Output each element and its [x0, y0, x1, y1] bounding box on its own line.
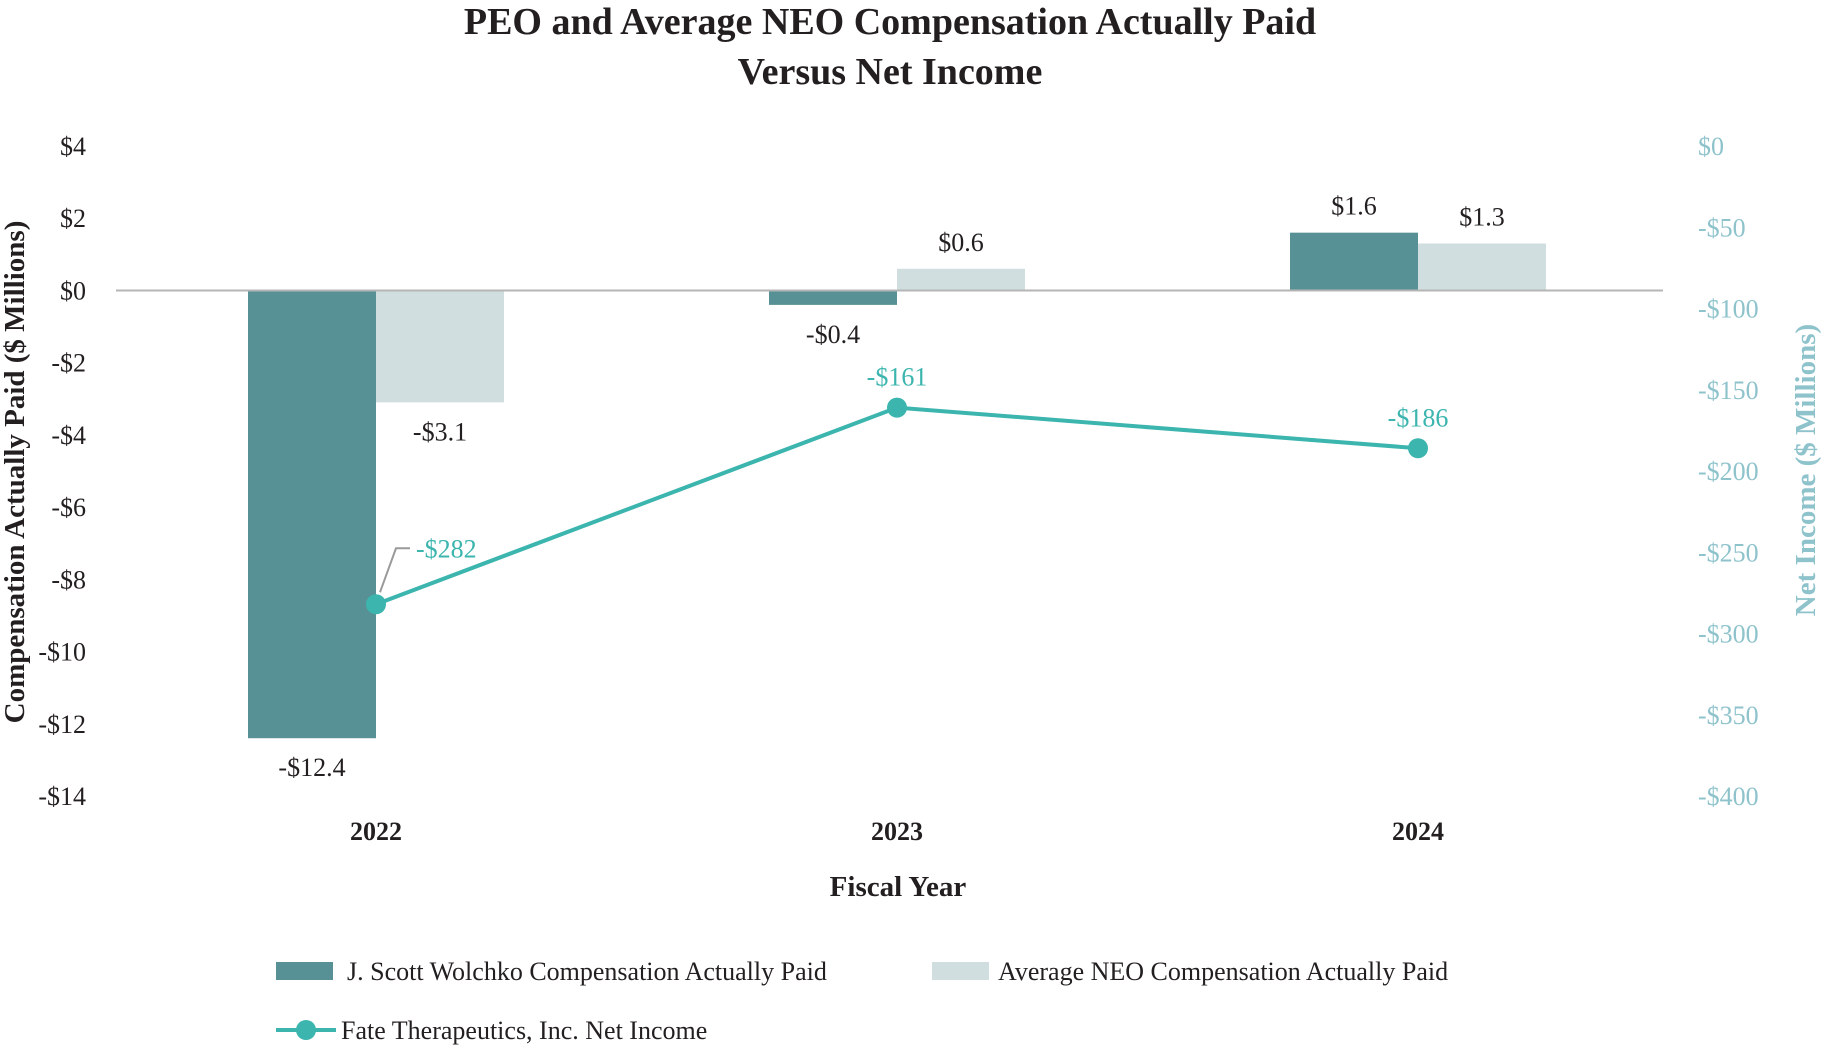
bar-wolchko-2024: [1290, 232, 1418, 291]
left-tick-label: $2: [60, 204, 86, 233]
right-tick-label: -$250: [1698, 538, 1759, 567]
y-axis-title: Compensation Actually Paid ($ Millions): [0, 221, 31, 724]
chart-title-line-2: Versus Net Income: [738, 51, 1043, 93]
bar-neo-2024: [1418, 243, 1546, 291]
category-labels: 2022 2023 2024: [350, 817, 1444, 846]
bar-wolchko-2022: [248, 290, 376, 739]
legend-label-net-income: Fate Therapeutics, Inc. Net Income: [341, 1016, 707, 1045]
net-income-point-2023: [887, 397, 907, 418]
bar-label-wolchko-2024: $1.6: [1331, 192, 1377, 221]
net-income-line: [375, 405, 1419, 607]
right-tick-label: -$150: [1698, 376, 1759, 405]
left-tick-label: -$14: [38, 782, 86, 811]
y2-axis-title: Net Income ($ Millions): [1790, 324, 1822, 616]
legend-swatch-neo: [932, 962, 989, 980]
net-income-point-2024: [1408, 438, 1428, 459]
left-tick-label: $4: [60, 132, 86, 161]
legend-swatch-wolchko: [276, 962, 333, 980]
net-income-label-2024: -$186: [1388, 403, 1449, 432]
legend-swatch-net-income-marker: [296, 1020, 316, 1040]
right-tick-label: -$350: [1698, 701, 1759, 730]
category-label-2023: 2023: [871, 817, 923, 846]
left-tick-label: -$8: [51, 565, 86, 594]
right-tick-label: $0: [1698, 132, 1724, 161]
right-tick-label: -$100: [1698, 295, 1759, 324]
right-tick-label: -$50: [1698, 213, 1746, 242]
bar-label-neo-2022: -$3.1: [413, 417, 467, 446]
left-tick-label: -$12: [38, 710, 86, 739]
legend-label-neo: Average NEO Compensation Actually Paid: [998, 957, 1448, 986]
bar-neo-2022: [376, 290, 504, 403]
left-axis-ticks: $4 $2 $0 -$2 -$4 -$6 -$8 -$10 -$12 -$14: [38, 132, 86, 811]
net-income-label-leader: [379, 547, 410, 593]
net-income-point-2022: [366, 594, 386, 615]
legend-label-wolchko: J. Scott Wolchko Compensation Actually P…: [347, 957, 827, 986]
right-tick-label: -$300: [1698, 620, 1759, 649]
left-tick-label: -$4: [51, 421, 86, 450]
bar-label-wolchko-2023: -$0.4: [806, 320, 860, 349]
x-axis-title: Fiscal Year: [830, 871, 967, 903]
right-axis-ticks: $0 -$50 -$100 -$150 -$200 -$250 -$300 -$350 -$40…: [1698, 132, 1759, 811]
net-income-label-2023: -$161: [867, 363, 928, 392]
category-label-2022: 2022: [350, 817, 402, 846]
left-tick-label: -$2: [51, 349, 86, 378]
bar-label-neo-2023: $0.6: [938, 228, 984, 257]
bar-label-wolchko-2022: -$12.4: [278, 753, 345, 782]
category-label-2024: 2024: [1392, 817, 1444, 846]
right-tick-label: -$200: [1698, 457, 1759, 486]
right-tick-label: -$400: [1698, 782, 1759, 811]
left-tick-label: -$6: [51, 493, 86, 522]
net-income-label-2022: -$282: [416, 534, 477, 563]
left-tick-label: $0: [60, 276, 86, 305]
net-income-line-series: -$282 -$161 -$186: [366, 363, 1448, 615]
bar-series: [248, 232, 1546, 739]
bar-neo-2023: [897, 268, 1025, 291]
legend: J. Scott Wolchko Compensation Actually P…: [276, 957, 1448, 1045]
bar-wolchko-2023: [769, 290, 897, 305]
chart-title-line-1: PEO and Average NEO Compensation Actuall…: [464, 1, 1316, 43]
bar-label-neo-2024: $1.3: [1459, 203, 1505, 232]
bar-value-labels: -$12.4 -$0.4 $1.6 -$3.1 $0.6 $1.3: [278, 192, 1504, 783]
left-tick-label: -$10: [38, 638, 86, 667]
